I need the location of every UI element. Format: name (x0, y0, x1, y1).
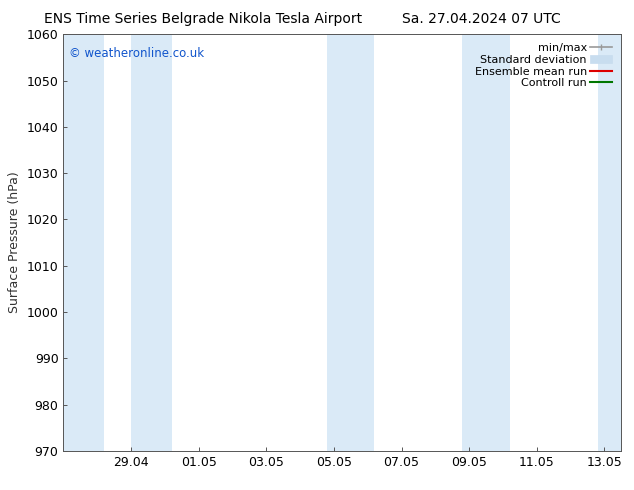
Y-axis label: Surface Pressure (hPa): Surface Pressure (hPa) (8, 172, 21, 314)
Text: © weatheronline.co.uk: © weatheronline.co.uk (69, 47, 204, 60)
Text: ENS Time Series Belgrade Nikola Tesla Airport: ENS Time Series Belgrade Nikola Tesla Ai… (44, 12, 362, 26)
Legend: min/max, Standard deviation, Ensemble mean run, Controll run: min/max, Standard deviation, Ensemble me… (471, 40, 616, 92)
Bar (131, 34, 172, 451)
Bar (598, 34, 621, 451)
Bar (462, 34, 510, 451)
Bar (327, 34, 375, 451)
Text: Sa. 27.04.2024 07 UTC: Sa. 27.04.2024 07 UTC (403, 12, 561, 26)
Bar (63, 34, 104, 451)
